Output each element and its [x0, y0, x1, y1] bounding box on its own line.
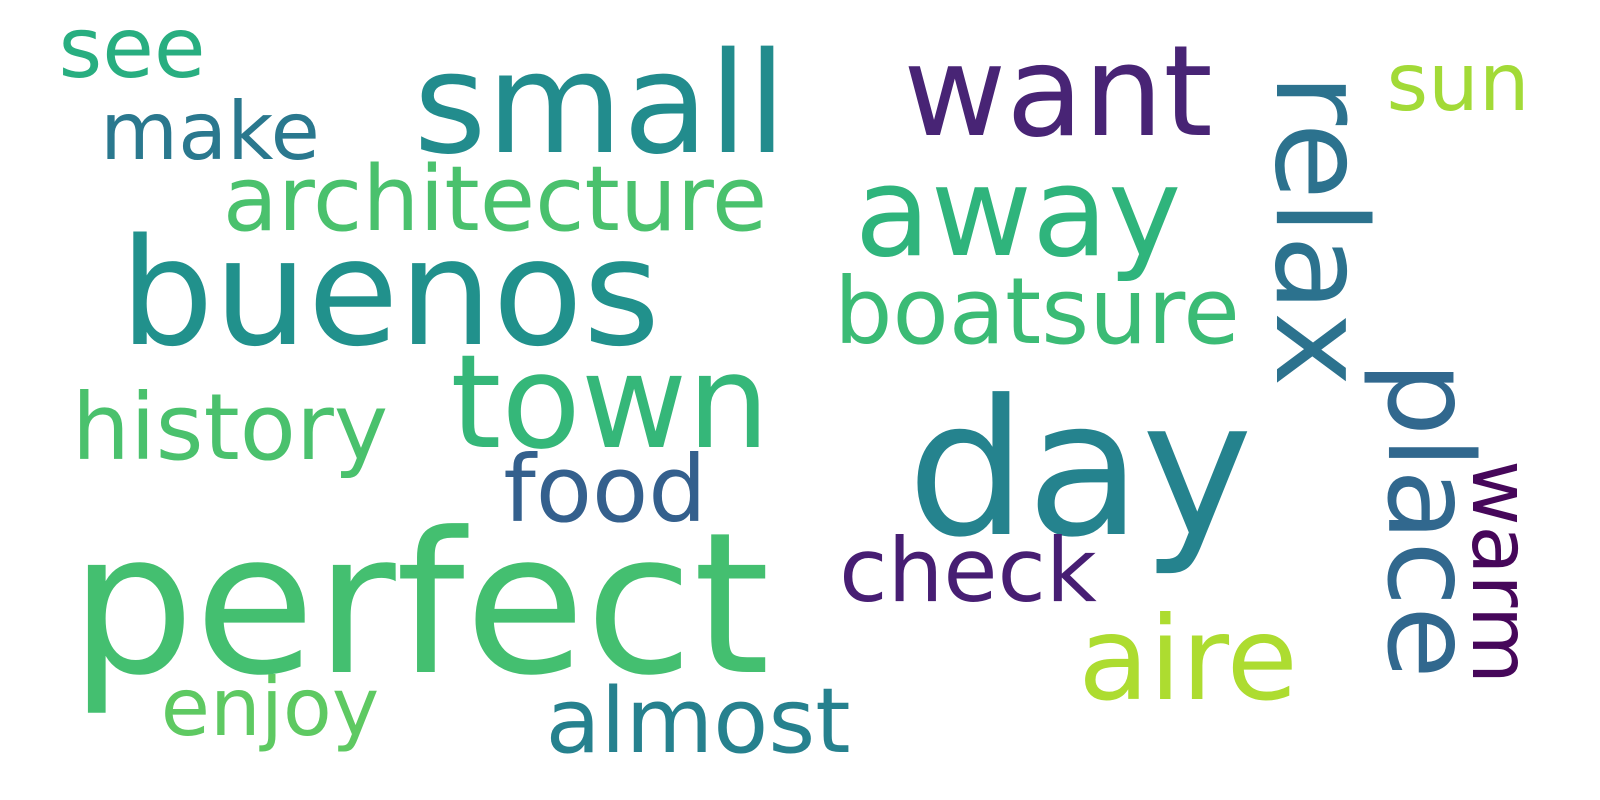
word-boatsure: boatsure — [834, 258, 1240, 365]
word-warm: warm — [1454, 460, 1547, 684]
word-perfect: perfect — [70, 491, 770, 719]
word-town: town — [450, 326, 770, 478]
word-relax: relax — [1247, 73, 1394, 387]
word-almost: almost — [545, 669, 851, 774]
word-enjoy: enjoy — [160, 661, 380, 754]
word-check: check — [839, 519, 1097, 622]
word-make: make — [100, 85, 320, 178]
word-architecture: architecture — [222, 147, 768, 252]
word-food: food — [503, 436, 707, 543]
word-small: small — [413, 23, 787, 186]
word-aire: aire — [1078, 592, 1298, 727]
word-sun: sun — [1386, 36, 1530, 129]
word-history: history — [71, 374, 389, 481]
word-want: want — [903, 18, 1213, 165]
word-buenos: buenos — [119, 207, 661, 379]
word-day: day — [907, 360, 1253, 579]
word-see: see — [58, 0, 206, 97]
word-away: away — [854, 141, 1182, 285]
